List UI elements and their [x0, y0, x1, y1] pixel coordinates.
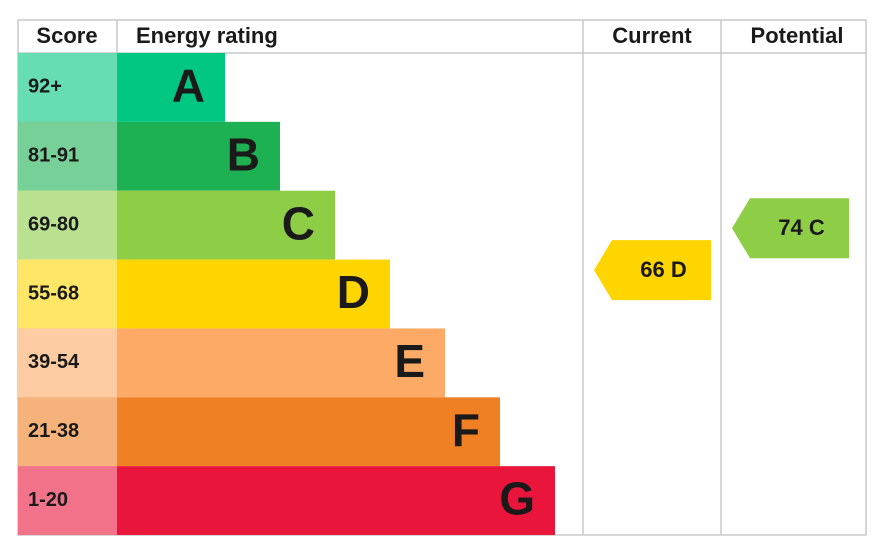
score-cell: [18, 466, 117, 535]
score-range: 69-80: [28, 213, 79, 235]
rating-label: 74 C: [778, 215, 825, 240]
band-bar: [117, 259, 390, 329]
score-cell: [18, 121, 117, 191]
score-range: 21-38: [28, 420, 79, 442]
score-cell: [18, 397, 117, 467]
band-bar: [117, 466, 555, 535]
band-letter: G: [499, 473, 535, 525]
score-cell: [18, 328, 117, 398]
band-bar: [117, 121, 280, 191]
score-range: 92+: [28, 76, 62, 98]
band-letter: B: [227, 128, 260, 180]
score-cell-tint: [18, 259, 117, 329]
score-cell-tint: [18, 121, 117, 191]
score-range: 39-54: [28, 351, 80, 373]
score-cell-tint: [18, 190, 117, 260]
score-cell-tint: [18, 397, 117, 467]
score-cell-tint: [18, 53, 117, 122]
rating-label: 66 D: [640, 257, 686, 282]
band-bar: [117, 53, 225, 122]
score-range: 81-91: [28, 145, 79, 167]
band-letter: C: [282, 197, 315, 249]
score-cell-tint: [18, 328, 117, 398]
band-letter: D: [337, 266, 370, 318]
score-cell: [18, 190, 117, 260]
band-letter: E: [394, 335, 425, 387]
band-letter: F: [452, 404, 480, 456]
rating-arrow: [594, 240, 711, 301]
score-cell: [18, 259, 117, 329]
header: Potential: [751, 23, 844, 48]
score-range: 1-20: [28, 489, 68, 511]
header: Score: [36, 23, 97, 48]
band-letter: A: [172, 60, 205, 112]
score-cell: [18, 53, 117, 122]
rating-arrow: [732, 198, 849, 259]
band-bar: [117, 397, 500, 467]
header: Current: [612, 23, 692, 48]
band-bar: [117, 328, 445, 398]
band-bar: [117, 190, 335, 260]
score-cell-tint: [18, 466, 117, 535]
score-range: 55-68: [28, 282, 79, 304]
header: Energy rating: [136, 23, 278, 48]
